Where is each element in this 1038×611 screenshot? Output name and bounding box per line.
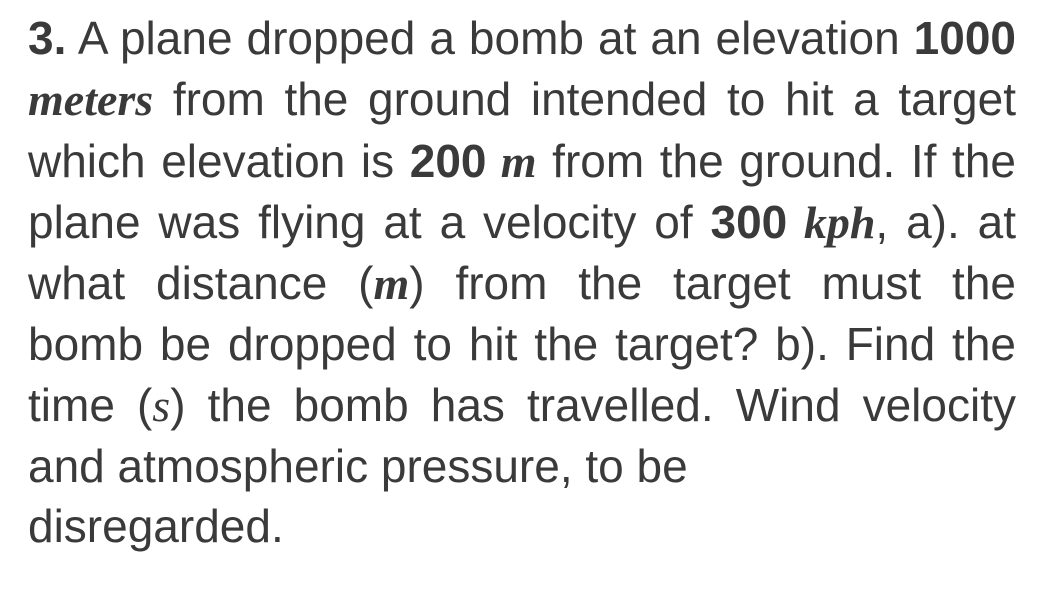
problem-text-last: disregarded.	[28, 496, 1016, 556]
elevation-2-unit: m	[486, 136, 536, 187]
text-seg-1: A plane dropped a bomb at an elevation	[66, 12, 913, 64]
elevation-1-value: 1000	[914, 12, 1016, 64]
elevation-1-unit: meters	[28, 74, 153, 125]
text-seg-7: disregarded.	[28, 500, 284, 552]
var-m: m	[374, 258, 410, 309]
problem-page: 3. A plane dropped a bomb at an elevatio…	[0, 0, 1038, 611]
problem-number: 3.	[28, 12, 66, 64]
velocity-unit: kph	[787, 197, 875, 248]
var-s: s	[152, 380, 170, 431]
text-seg-6: ) the bomb has travelled. Wind velocity …	[28, 379, 1016, 492]
velocity-value: 300	[711, 196, 788, 248]
elevation-2-value: 200	[410, 135, 487, 187]
problem-text: 3. A plane dropped a bomb at an elevatio…	[28, 8, 1016, 496]
